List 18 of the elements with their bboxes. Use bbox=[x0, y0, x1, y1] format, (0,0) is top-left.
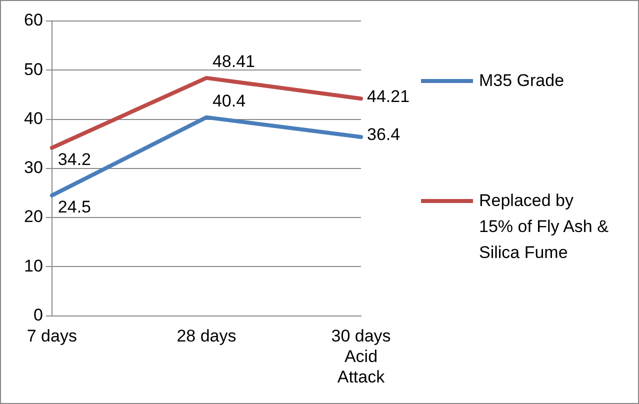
x-tick-label: 7 days bbox=[26, 326, 77, 346]
y-tick-label: 40 bbox=[24, 108, 43, 128]
y-tick-label: 60 bbox=[24, 10, 43, 30]
y-tick-label: 50 bbox=[24, 60, 43, 79]
data-label: 34.2 bbox=[58, 150, 92, 169]
y-tick-label: 20 bbox=[24, 207, 43, 226]
data-label: 36.4 bbox=[367, 125, 400, 144]
data-label: 48.41 bbox=[212, 52, 255, 72]
data-label: 24.5 bbox=[58, 198, 92, 217]
y-tick-label: 30 bbox=[24, 158, 43, 178]
x-tick-label: 28 days bbox=[176, 326, 236, 346]
x-tick-label: 30 days Acid Attack bbox=[331, 326, 391, 386]
legend-label: Replaced by 15% of Fly Ash & Silica Fume bbox=[479, 190, 609, 264]
legend-label: M35 Grade bbox=[479, 70, 566, 92]
y-tick-label: 0 bbox=[33, 305, 43, 324]
y-tick-label: 10 bbox=[24, 256, 43, 276]
data-label: 44.21 bbox=[367, 86, 410, 106]
data-label: 40.4 bbox=[212, 91, 246, 110]
